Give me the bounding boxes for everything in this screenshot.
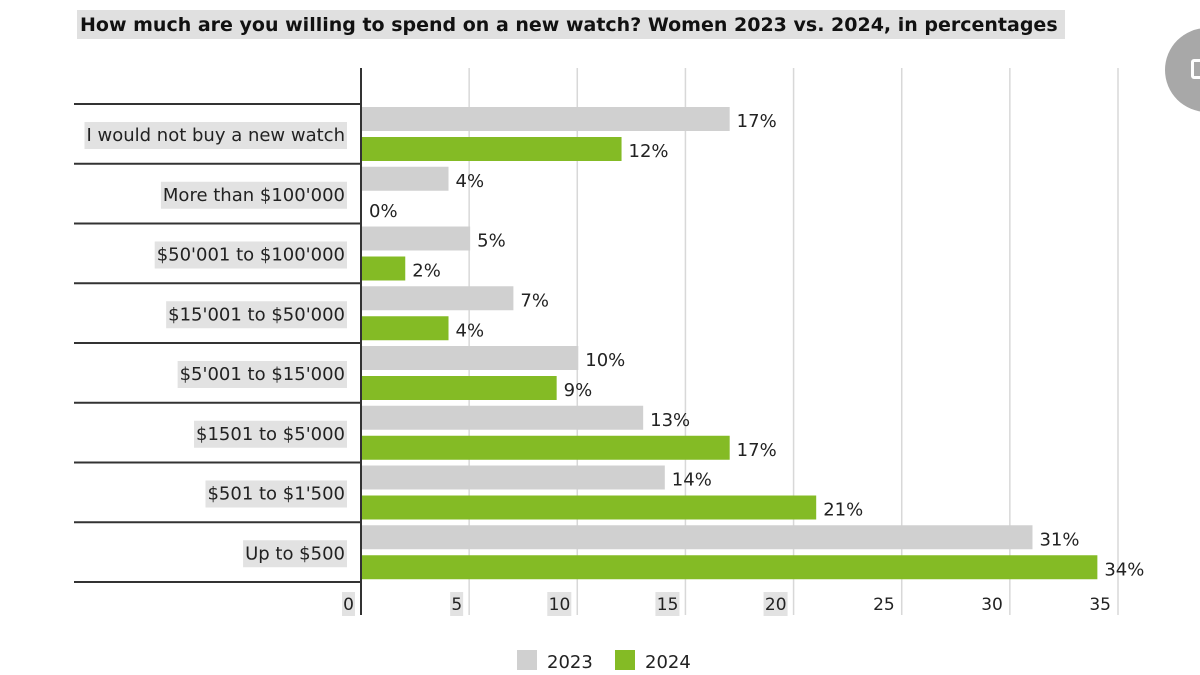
bar-2024 <box>362 495 817 520</box>
bar-2023 <box>362 346 579 370</box>
category-label-highlight <box>205 480 347 508</box>
bar-2024 <box>362 256 406 281</box>
bar-2024 <box>362 555 1098 580</box>
x-tick-label: 30 <box>981 595 1003 615</box>
data-label-2023: 10% <box>585 350 625 371</box>
bar-2024 <box>362 137 622 161</box>
data-label-2024: 4% <box>456 320 485 341</box>
chart-title: How much are you willing to spend on a n… <box>80 14 1058 36</box>
category-label-highlight <box>84 122 347 149</box>
title-highlight <box>77 10 1065 39</box>
bar-2023 <box>362 107 730 131</box>
tick-highlight <box>763 592 788 616</box>
data-label-2024: 12% <box>629 141 669 162</box>
data-label-2024: 21% <box>823 500 863 521</box>
category-label-highlight <box>160 181 347 209</box>
data-label-2024: 9% <box>564 380 593 401</box>
data-label-2024: 34% <box>1104 559 1144 580</box>
data-label-2023: 4% <box>456 171 485 192</box>
data-label-2023: 5% <box>477 231 506 252</box>
bar-2024 <box>362 376 557 400</box>
bar-2023 <box>362 405 644 430</box>
category-label-highlight <box>177 361 347 388</box>
category-label: $1501 to $5'000 <box>196 424 345 445</box>
chat-icon <box>1191 59 1200 79</box>
bar-2024 <box>362 435 730 460</box>
data-label-2023: 13% <box>650 410 690 431</box>
category-label: $5'001 to $15'000 <box>180 364 345 385</box>
data-label-2024: 2% <box>412 261 441 282</box>
bar-2023 <box>362 525 1033 550</box>
bar-2023 <box>362 286 514 311</box>
bar-2023 <box>362 226 471 251</box>
x-tick-label: 0 <box>343 595 354 615</box>
category-label: $15'001 to $50'000 <box>168 304 345 325</box>
x-tick-label: 35 <box>1089 595 1111 615</box>
legend-swatch-2023 <box>517 650 537 670</box>
data-label-2024: 17% <box>737 440 777 461</box>
tick-highlight <box>450 592 464 616</box>
x-tick-label: 15 <box>657 595 679 615</box>
category-label: $50'001 to $100'000 <box>157 245 345 266</box>
bar-2023 <box>362 465 665 490</box>
x-tick-label: 5 <box>451 595 462 615</box>
category-label: Up to $500 <box>245 543 345 564</box>
bar-2024 <box>362 316 449 341</box>
x-tick-label: 10 <box>549 595 571 615</box>
data-label-2023: 7% <box>520 290 549 311</box>
bar-2023 <box>362 166 449 191</box>
tick-highlight <box>655 592 680 616</box>
x-tick-label: 20 <box>765 595 787 615</box>
x-tick-label: 25 <box>873 595 895 615</box>
data-label-2023: 14% <box>672 470 712 491</box>
data-label-2023: 17% <box>737 111 777 132</box>
category-label: I would not buy a new watch <box>86 125 345 146</box>
category-label: More than $100'000 <box>163 185 345 206</box>
category-label-highlight <box>243 540 347 568</box>
category-label: $501 to $1'500 <box>207 484 345 505</box>
category-label-highlight <box>166 301 347 329</box>
legend-swatch-2024 <box>615 650 635 670</box>
data-label-2024: 0% <box>369 201 398 222</box>
legend-label-2024: 2024 <box>645 652 691 673</box>
tick-highlight <box>342 592 355 616</box>
category-label-highlight <box>194 420 347 448</box>
tick-highlight <box>547 592 572 616</box>
data-label-2023: 31% <box>1039 529 1079 550</box>
legend-label-2023: 2023 <box>547 652 593 673</box>
category-label-highlight <box>154 241 347 269</box>
